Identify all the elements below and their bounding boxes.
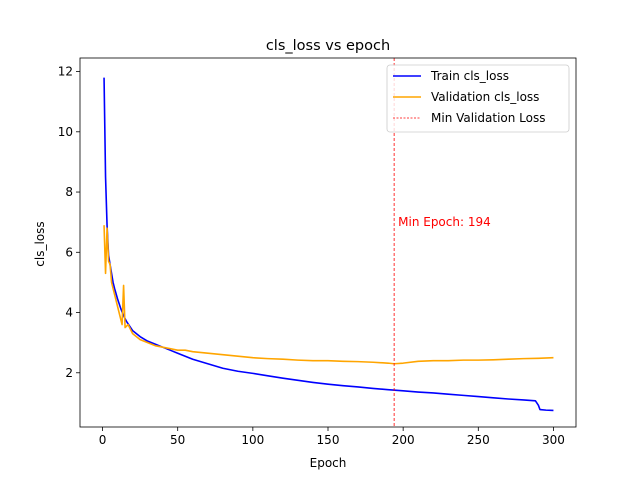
y-axis-label: cls_loss [33, 221, 47, 266]
legend-label-validation: Validation cls_loss [431, 90, 539, 104]
series-line-validation [103, 225, 554, 365]
legend: Train cls_loss Validation cls_loss Min Val… [386, 64, 570, 133]
y-tick-label: 2 [65, 366, 73, 380]
y-axis: 2 4 6 8 10 12 [58, 65, 80, 380]
legend-label-train: Train cls_loss [430, 69, 509, 83]
x-tick-label: 250 [467, 433, 490, 447]
chart-title: cls_loss vs epoch [266, 38, 390, 54]
legend-box [386, 64, 570, 133]
x-tick-label: 300 [542, 433, 565, 447]
y-tick-label: 4 [65, 306, 73, 320]
x-tick-label: 100 [241, 433, 264, 447]
x-tick-label: 200 [392, 433, 415, 447]
legend-label-min-validation: Min Validation Loss [431, 111, 546, 125]
y-tick-label: 8 [65, 185, 73, 199]
y-tick-label: 12 [58, 65, 73, 79]
series-line-train [103, 77, 554, 412]
x-tick-label: 150 [317, 433, 340, 447]
x-axis-label: Epoch [310, 456, 347, 470]
x-tick-label: 50 [170, 433, 185, 447]
y-tick-label: 10 [58, 125, 73, 139]
x-tick-label: 0 [99, 433, 107, 447]
y-tick-label: 6 [65, 245, 73, 259]
min-epoch-annotation: Min Epoch: 194 [398, 215, 491, 229]
x-axis: 0 50 100 150 200 250 300 [99, 427, 565, 447]
